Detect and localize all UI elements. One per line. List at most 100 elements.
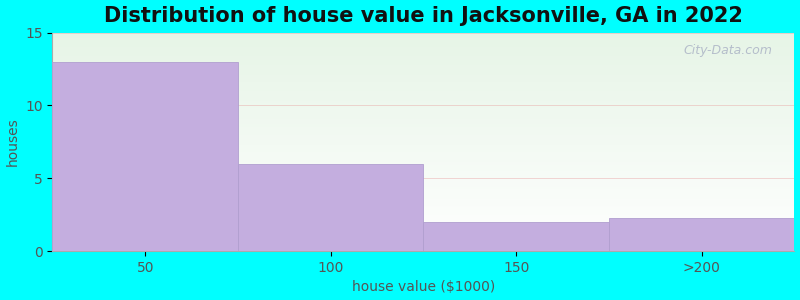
Bar <box>53 136 794 137</box>
Bar <box>53 59 794 60</box>
Bar <box>53 55 794 56</box>
Bar <box>53 219 794 220</box>
Bar <box>53 79 794 81</box>
Text: City-Data.com: City-Data.com <box>683 44 772 57</box>
Bar <box>53 245 794 247</box>
Bar <box>53 85 794 87</box>
Bar <box>53 172 794 174</box>
Bar <box>423 222 609 251</box>
Bar <box>53 224 794 225</box>
Bar <box>53 38 794 40</box>
Bar <box>53 165 794 167</box>
Bar <box>53 97 794 98</box>
Bar <box>53 238 794 239</box>
Bar <box>53 206 794 208</box>
Bar <box>53 157 794 158</box>
Bar <box>53 178 794 180</box>
Bar <box>53 56 794 57</box>
Bar <box>53 237 794 238</box>
Bar <box>53 154 794 155</box>
Bar <box>53 220 794 222</box>
Bar <box>53 151 794 152</box>
Bar <box>53 40 794 41</box>
Bar <box>53 199 794 200</box>
Bar <box>53 213 794 215</box>
Bar <box>238 164 423 251</box>
Bar <box>53 215 794 216</box>
Bar <box>53 146 794 148</box>
Bar <box>53 164 794 165</box>
Bar <box>53 130 794 132</box>
Bar <box>53 81 794 82</box>
Bar <box>53 65 794 66</box>
Bar <box>53 92 794 94</box>
Bar <box>53 34 794 36</box>
Bar <box>53 107 794 108</box>
Bar <box>53 36 794 37</box>
Bar <box>53 239 794 241</box>
Bar <box>53 242 794 244</box>
Bar <box>53 188 794 190</box>
Bar <box>53 158 794 159</box>
Bar <box>53 209 794 210</box>
X-axis label: house value ($1000): house value ($1000) <box>352 280 495 294</box>
Bar <box>53 75 794 76</box>
Bar <box>53 117 794 119</box>
Bar <box>53 232 794 234</box>
Bar <box>53 68 794 69</box>
Bar <box>53 208 794 209</box>
Bar <box>53 228 794 229</box>
Bar <box>53 113 794 114</box>
Bar <box>53 205 794 206</box>
Bar <box>53 250 794 251</box>
Bar <box>53 248 794 250</box>
Bar <box>53 53 794 55</box>
Bar <box>53 62 794 63</box>
Bar <box>53 122 794 123</box>
Bar <box>53 37 794 38</box>
Bar <box>53 133 794 135</box>
Bar <box>53 244 794 245</box>
Bar <box>53 114 794 116</box>
Bar <box>53 135 794 136</box>
Bar <box>53 101 794 103</box>
Bar <box>53 148 794 149</box>
Bar <box>53 171 794 172</box>
Bar <box>53 33 794 34</box>
Bar <box>53 180 794 181</box>
Bar <box>53 162 794 164</box>
Bar <box>53 152 794 154</box>
Bar <box>53 78 794 79</box>
Bar <box>53 247 794 248</box>
Bar <box>53 191 794 193</box>
Bar <box>53 126 794 127</box>
Y-axis label: houses: houses <box>6 118 19 166</box>
Bar <box>609 218 794 251</box>
Bar <box>53 74 794 75</box>
Bar <box>53 127 794 129</box>
Bar <box>53 110 794 111</box>
Bar <box>53 76 794 78</box>
Bar <box>53 190 794 191</box>
Bar <box>53 137 794 139</box>
Bar <box>53 181 794 183</box>
Bar <box>53 241 794 242</box>
Bar <box>53 123 794 124</box>
Bar <box>53 88 794 89</box>
Bar <box>53 118 794 120</box>
Bar <box>53 145 794 146</box>
Bar <box>53 84 794 85</box>
Bar <box>53 222 794 224</box>
Bar <box>53 46 794 47</box>
Bar <box>53 167 794 168</box>
Bar <box>53 235 794 237</box>
Bar <box>53 132 794 133</box>
Bar <box>53 57 794 59</box>
Bar <box>53 210 794 212</box>
Bar <box>53 129 794 130</box>
Bar <box>53 106 794 107</box>
Bar <box>53 174 794 176</box>
Bar <box>53 216 794 218</box>
Bar <box>53 234 794 235</box>
Bar <box>53 159 794 161</box>
